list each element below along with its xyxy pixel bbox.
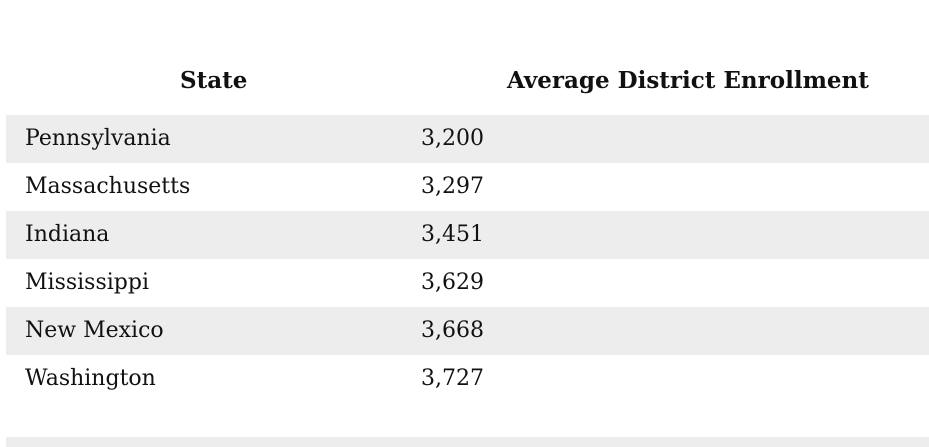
column-header-enrollment[interactable]: Average District Enrollment <box>507 67 869 94</box>
row-stripe <box>6 211 929 259</box>
row-stripe <box>6 115 929 163</box>
state-cell: Mississippi <box>25 270 149 295</box>
table-row: Washington 3,727 <box>0 355 929 403</box>
table-row-partial <box>6 437 929 447</box>
state-cell: Massachusetts <box>25 174 191 199</box>
state-cell: Pennsylvania <box>25 126 171 151</box>
table-row: New Mexico 3,668 <box>0 307 929 355</box>
enrollment-cell: 3,297 <box>421 174 484 199</box>
row-stripe <box>6 307 929 355</box>
state-cell: Indiana <box>25 222 110 247</box>
enrollment-cell: 3,668 <box>421 318 484 343</box>
table-row: Mississippi 3,629 <box>0 259 929 307</box>
table-row: Pennsylvania 3,200 <box>0 115 929 163</box>
enrollment-cell: 3,451 <box>421 222 484 247</box>
state-cell: Washington <box>25 366 156 391</box>
table-body: Pennsylvania 3,200 Massachusetts 3,297 I… <box>0 115 929 403</box>
enrollment-cell: 3,200 <box>421 126 484 151</box>
state-cell: New Mexico <box>25 318 164 343</box>
enrollment-cell: 3,629 <box>421 270 484 295</box>
table-row: Indiana 3,451 <box>0 211 929 259</box>
table-header-row: State Average District Enrollment <box>0 56 929 106</box>
enrollment-cell: 3,727 <box>421 366 484 391</box>
column-header-state[interactable]: State <box>180 67 248 94</box>
table-row: Massachusetts 3,297 <box>0 163 929 211</box>
